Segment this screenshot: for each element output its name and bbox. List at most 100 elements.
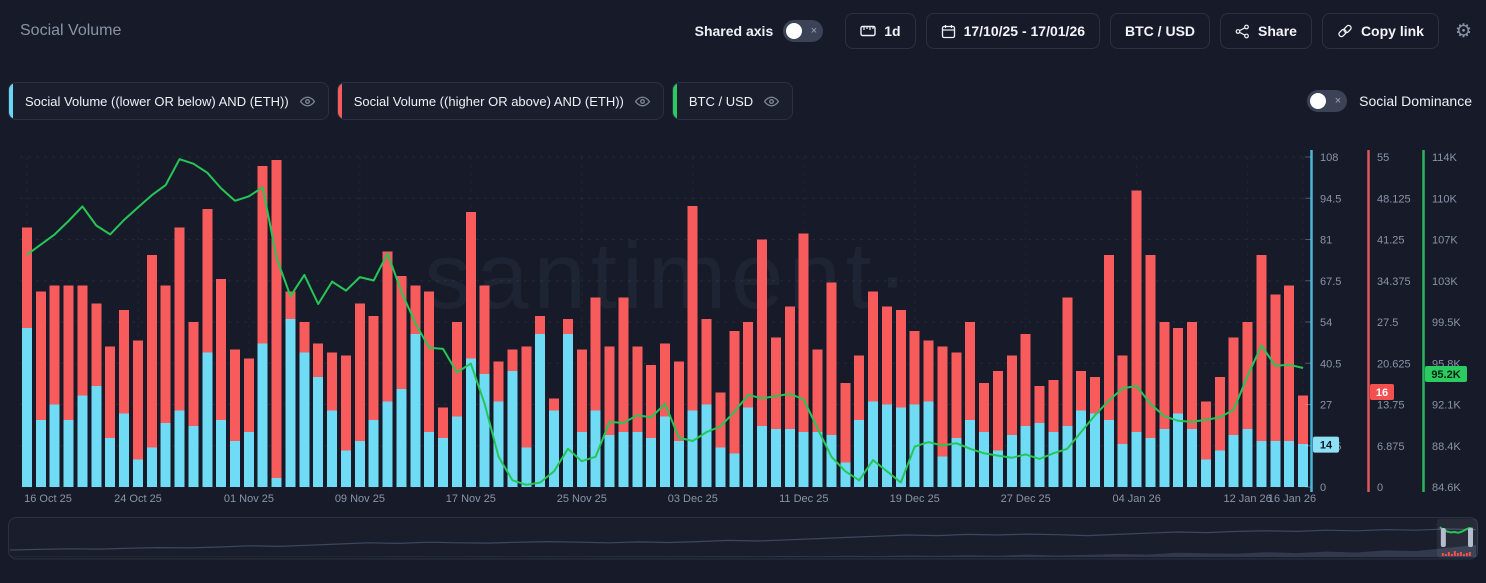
bar-higher — [881, 306, 892, 405]
bar-lower — [230, 441, 240, 487]
bar-lower — [798, 432, 809, 487]
bar-lower — [119, 413, 130, 487]
bar-lower — [965, 419, 976, 487]
shared-axis-toggle[interactable]: × — [783, 20, 824, 42]
bar-lower — [660, 416, 670, 487]
bar-higher — [313, 343, 324, 377]
bar-higher — [1214, 377, 1225, 451]
date-range-label: 17/10/25 - 17/01/26 — [963, 23, 1086, 39]
bar-lower — [1034, 422, 1045, 487]
bar-higher — [132, 340, 143, 460]
bar-higher — [410, 285, 421, 335]
bar-lower — [951, 438, 962, 487]
bar-lower — [354, 441, 365, 487]
bar-lower — [105, 438, 116, 487]
asset-pair-label: BTC / USD — [1125, 23, 1196, 39]
bar-higher — [951, 352, 962, 439]
svg-text:107K: 107K — [1432, 235, 1458, 247]
bar-lower — [1020, 425, 1031, 487]
bar-lower — [1076, 410, 1087, 487]
bar-lower — [21, 328, 32, 487]
svg-text:94.5: 94.5 — [1320, 193, 1341, 205]
share-button[interactable]: Share — [1220, 13, 1312, 49]
bar-higher — [1117, 355, 1128, 445]
bar-higher — [465, 212, 476, 359]
bar-higher — [1145, 254, 1156, 439]
brush-handle-right[interactable] — [1468, 528, 1473, 547]
bar-higher — [49, 285, 60, 405]
interval-icon — [860, 25, 876, 37]
brush-mini-bar — [1441, 553, 1444, 556]
svg-text:09 Nov 25: 09 Nov 25 — [335, 493, 385, 505]
svg-text:40.5: 40.5 — [1320, 358, 1341, 370]
bar-higher — [729, 331, 740, 454]
legend-chip-0[interactable]: Social Volume ((lower OR below) AND (ETH… — [8, 82, 329, 120]
right-axes: 108 55 114K 94.5 48.125 110K 81 41.25 107K 67.5 34… — [1305, 150, 1461, 494]
svg-text:114K: 114K — [1432, 152, 1458, 164]
bar-lower — [216, 419, 227, 487]
eye-icon[interactable] — [299, 93, 316, 110]
bar-lower — [174, 410, 185, 487]
bar-higher — [770, 337, 781, 429]
bar-higher — [451, 322, 462, 417]
bar-higher — [368, 315, 379, 420]
link-icon — [1338, 24, 1352, 38]
bar-lower — [1228, 435, 1239, 487]
legend-chip-label: Social Volume ((higher OR above) AND (ET… — [353, 93, 624, 109]
legend-chip-1[interactable]: Social Volume ((higher OR above) AND (ET… — [336, 82, 664, 120]
svg-text:92.1K: 92.1K — [1432, 400, 1461, 412]
bar-higher — [784, 306, 795, 429]
date-range-button[interactable]: 17/10/25 - 17/01/26 — [925, 13, 1101, 49]
timeline-scrubber[interactable] — [0, 516, 1486, 566]
bar-higher — [812, 349, 823, 432]
bar-lower — [743, 407, 754, 487]
bar-higher — [868, 291, 879, 402]
bar-lower — [840, 462, 851, 487]
copy-link-label: Copy link — [1360, 23, 1424, 39]
bar-higher — [1062, 297, 1073, 426]
bar-higher — [285, 291, 296, 319]
svg-text:17 Nov 25: 17 Nov 25 — [446, 493, 496, 505]
bar-lower — [549, 410, 560, 487]
bar-lower — [590, 410, 601, 487]
bar-lower — [1145, 438, 1156, 487]
brush-handle-left[interactable] — [1440, 528, 1446, 547]
settings-gear-icon[interactable]: ⚙ — [1454, 20, 1472, 42]
bar-higher — [299, 322, 310, 353]
share-label: Share — [1258, 23, 1297, 39]
bar-higher — [1284, 285, 1295, 442]
bar-lower — [646, 438, 657, 487]
shared-axis-control: Shared axis × — [695, 20, 824, 42]
bar-higher — [701, 318, 712, 405]
bar-higher — [923, 340, 934, 402]
bar-lower — [63, 419, 74, 487]
svg-text:84.6K: 84.6K — [1432, 482, 1461, 494]
eye-icon[interactable] — [763, 93, 780, 110]
toggle-off-icon: × — [1334, 95, 1342, 107]
legend-chip-2[interactable]: BTC / USD — [671, 82, 794, 120]
bar-lower — [49, 404, 60, 487]
bar-lower — [992, 450, 1003, 487]
copy-link-button[interactable]: Copy link — [1321, 13, 1439, 49]
bar-higher — [937, 346, 948, 457]
legend-chip-label: Social Volume ((lower OR below) AND (ETH… — [25, 93, 289, 109]
social-dominance-toggle[interactable]: × — [1307, 90, 1348, 112]
bar-higher — [1270, 294, 1281, 442]
svg-text:03 Dec 25: 03 Dec 25 — [668, 493, 718, 505]
svg-text:13.75: 13.75 — [1377, 400, 1405, 412]
bar-higher — [687, 205, 698, 411]
bar-higher — [507, 349, 518, 371]
interval-button[interactable]: 1d — [845, 13, 916, 49]
asset-pair-button[interactable]: BTC / USD — [1110, 13, 1211, 49]
svg-text:55: 55 — [1377, 152, 1389, 164]
bar-higher — [202, 208, 213, 353]
eye-icon[interactable] — [634, 93, 651, 110]
svg-text:27.5: 27.5 — [1377, 317, 1398, 329]
brush-mini-bar — [1456, 553, 1459, 556]
bar-higher — [604, 346, 615, 436]
bar-lower — [382, 401, 393, 487]
bar-higher — [521, 346, 532, 448]
bar-lower — [493, 401, 504, 487]
bar-lower — [826, 435, 837, 487]
bar-higher — [119, 309, 130, 414]
